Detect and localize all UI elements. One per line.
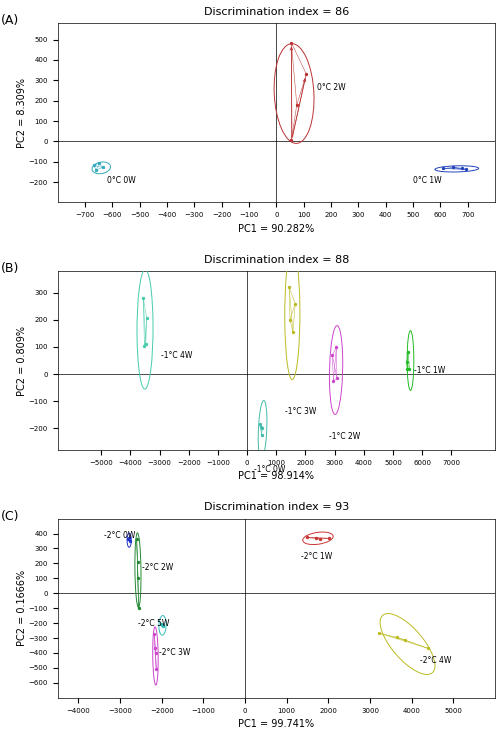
Point (140, 340, 148, 352)
X-axis label: PC1 = 98.914%: PC1 = 98.914% (238, 471, 314, 481)
Point (457, 163, 465, 174)
Point (401, 634, 409, 646)
Point (258, 422, 266, 434)
Point (156, 618, 164, 630)
Point (332, 341, 340, 353)
Title: Discrimination index = 93: Discrimination index = 93 (203, 502, 348, 512)
Point (316, 534, 324, 545)
Point (374, 627, 382, 639)
Point (329, 375, 337, 387)
Point (126, 535, 134, 547)
Point (287, 37, 295, 49)
Point (141, 339, 149, 350)
Y-axis label: PC2 = 8.309%: PC2 = 8.309% (17, 78, 27, 148)
Text: 0°C 1W: 0°C 1W (412, 176, 441, 185)
Point (288, 326, 296, 338)
Text: -1°C 0W: -1°C 0W (253, 465, 285, 474)
Point (134, 602, 142, 614)
Title: Discrimination index = 88: Discrimination index = 88 (203, 255, 348, 265)
Point (89, 160, 97, 171)
Point (125, 532, 133, 544)
Point (423, 643, 431, 654)
Text: -2°C 4W: -2°C 4W (419, 656, 450, 665)
Point (287, 135, 295, 146)
Point (257, 421, 265, 433)
Text: -2°C 0W: -2°C 0W (104, 531, 135, 540)
Point (403, 363, 411, 375)
Point (150, 628, 158, 640)
Point (291, 297, 299, 309)
Y-axis label: PC2 = 0.1666%: PC2 = 0.1666% (17, 570, 27, 646)
Point (159, 620, 167, 632)
Point (98, 162, 106, 174)
Point (134, 572, 142, 584)
Point (302, 531, 310, 543)
Point (392, 631, 400, 643)
Text: 0°C 0W: 0°C 0W (107, 176, 135, 185)
Text: -2°C 1W: -2°C 1W (301, 553, 332, 562)
Point (402, 356, 410, 368)
Text: -2°C 2W: -2°C 2W (141, 562, 173, 572)
Point (461, 163, 469, 175)
Point (292, 99, 300, 110)
Point (133, 556, 141, 567)
Title: Discrimination index = 86: Discrimination index = 86 (203, 7, 348, 17)
Point (302, 68, 310, 80)
Y-axis label: PC2 = 0.809%: PC2 = 0.809% (17, 325, 27, 395)
Text: -2°C 3W: -2°C 3W (159, 648, 190, 657)
Point (405, 363, 413, 375)
Point (285, 281, 293, 293)
Text: (B): (B) (1, 262, 19, 275)
Point (328, 349, 336, 361)
Text: -1°C 1W: -1°C 1W (413, 366, 444, 375)
Point (139, 292, 147, 304)
Point (311, 532, 319, 544)
Point (286, 314, 294, 326)
Text: -2°C 5W: -2°C 5W (137, 620, 168, 629)
Text: -1°C 2W: -1°C 2W (329, 433, 360, 442)
Point (132, 534, 140, 545)
Point (257, 429, 265, 441)
Point (151, 647, 159, 659)
Text: (A): (A) (1, 14, 19, 27)
Point (150, 643, 158, 654)
Text: -1°C 4W: -1°C 4W (161, 351, 192, 360)
Text: -1°C 3W: -1°C 3W (284, 407, 316, 416)
Point (332, 372, 340, 384)
Point (124, 534, 132, 545)
Point (158, 620, 166, 631)
X-axis label: PC1 = 99.741%: PC1 = 99.741% (238, 719, 314, 729)
Point (325, 532, 333, 544)
Point (448, 162, 456, 174)
Text: (C): (C) (1, 509, 19, 523)
Text: 0°C 2W: 0°C 2W (317, 83, 345, 92)
Point (255, 419, 263, 431)
Point (95, 158, 103, 169)
Point (403, 347, 411, 358)
Point (438, 163, 446, 174)
X-axis label: PC1 = 90.282%: PC1 = 90.282% (237, 224, 314, 234)
Point (152, 664, 160, 676)
Point (92, 164, 100, 176)
Point (142, 313, 150, 325)
